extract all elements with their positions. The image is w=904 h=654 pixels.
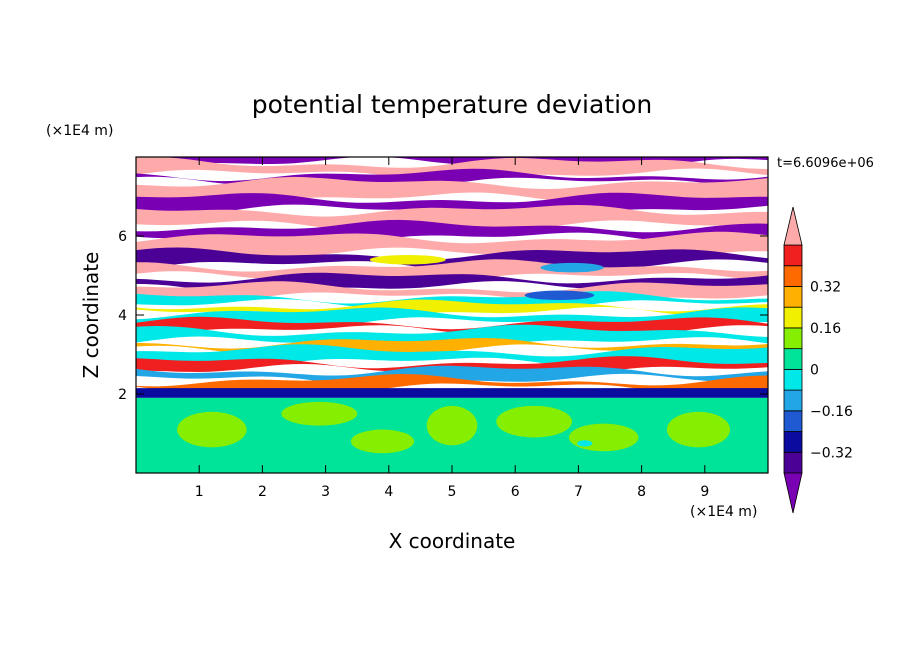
colorbar-swatch	[783, 410, 803, 432]
contour-band	[136, 205, 768, 231]
colorbar-swatch	[783, 348, 803, 370]
x-tick-label: 6	[511, 484, 520, 500]
contour-patch	[524, 290, 595, 300]
contour-patch	[350, 429, 415, 454]
x-tick-label: 1	[195, 484, 204, 500]
x-tick-label: 8	[637, 484, 646, 500]
contour-patch	[426, 405, 478, 446]
colorbar: 0.32 0.16 0 −0.16 −0.32	[783, 206, 853, 514]
contour-band	[136, 291, 768, 311]
colorbar-swatch	[783, 368, 803, 391]
colorbar-tick-label: 0.16	[810, 321, 841, 337]
time-label: t=6.6096e+06	[777, 156, 874, 171]
colorbar-swatch	[783, 451, 803, 474]
x-tick-label: 3	[321, 484, 330, 500]
x-tick-label: 5	[448, 484, 457, 500]
x-axis-label: X coordinate	[389, 529, 516, 553]
contour-patch	[369, 254, 446, 265]
y-tick-label: 2	[118, 387, 127, 403]
y-axis: 2 4 6	[118, 229, 768, 403]
colorbar-swatch	[783, 327, 803, 350]
colorbar-swatch	[783, 306, 803, 329]
contour-band	[136, 247, 768, 271]
contour-band	[136, 365, 768, 386]
colorbar-tick-label: −0.32	[810, 445, 853, 461]
x-tick-label: 9	[700, 484, 709, 500]
contour-patch	[568, 423, 639, 452]
colorbar-tick-label: 0	[810, 362, 819, 378]
colorbar-tick-label: −0.16	[810, 404, 853, 420]
colorbar-tick-label: 0.32	[810, 279, 841, 295]
contour-band	[136, 157, 768, 181]
colorbar-min-extension	[783, 472, 803, 514]
x-axis: 1 2 3 4 5 6 7 8 9	[195, 157, 709, 500]
colorbar-swatch	[783, 389, 803, 412]
x-tick-label: 7	[574, 484, 583, 500]
contour-band	[136, 324, 768, 349]
colorbar-max-extension	[783, 206, 803, 246]
contour-patch	[577, 440, 593, 447]
contour-patch	[540, 262, 604, 273]
chart-title: potential temperature deviation	[252, 90, 652, 119]
contour-patch	[496, 405, 573, 438]
x-tick-label: 2	[258, 484, 267, 500]
colorbar-swatch	[783, 286, 803, 308]
y-tick-label: 6	[118, 229, 127, 245]
y-unit-label: (×1E4 m)	[46, 123, 113, 139]
y-axis-label: Z coordinate	[79, 252, 103, 379]
contour-band	[136, 388, 768, 398]
contour-patch	[666, 411, 731, 448]
colorbar-swatch	[783, 244, 803, 267]
colorbar-swatch	[783, 265, 803, 287]
x-tick-label: 4	[384, 484, 393, 500]
colorbar-swatch	[783, 431, 803, 453]
contour-patch	[177, 411, 247, 448]
contour-field	[136, 157, 768, 473]
y-tick-label: 4	[118, 308, 127, 324]
x-unit-label: (×1E4 m)	[690, 504, 757, 520]
contour-patch	[281, 401, 358, 426]
